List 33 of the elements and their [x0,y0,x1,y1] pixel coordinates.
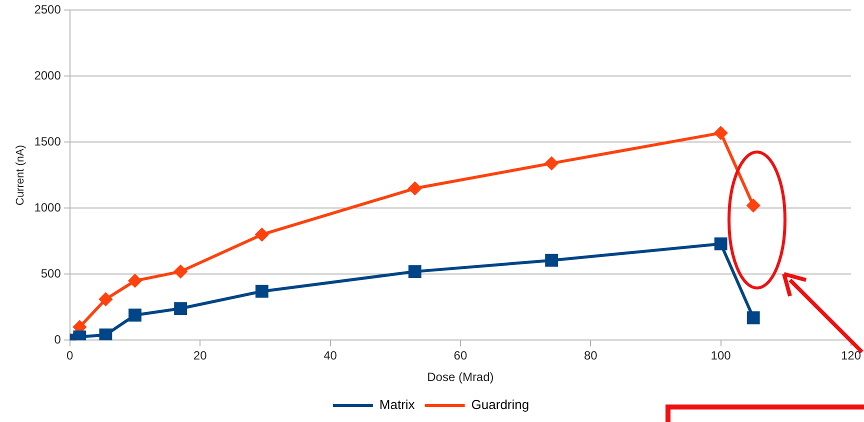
y-axis-title: Current (nA) [14,144,27,206]
legend-label: Matrix [379,397,416,412]
point [174,302,187,315]
point [174,265,188,278]
point [714,126,728,140]
point [408,182,422,195]
y-tick-label: 500 [40,266,62,281]
y-tick-label: 2000 [34,68,62,83]
point [128,308,142,322]
x-tick-label: 100 [710,348,732,363]
legend-label: Guardring [471,397,530,412]
y-tick-label: 2500 [34,2,62,17]
x-tick-label: 40 [324,348,338,363]
point [99,292,112,306]
x-tick-label: 20 [193,348,208,363]
point [128,274,142,288]
x-tick-label: 80 [584,348,598,363]
point [746,199,760,212]
point [545,254,558,267]
y-tick-label: 1000 [34,200,62,215]
point [408,265,422,278]
point [545,156,558,170]
y-tick-label: 0 [54,332,62,347]
x-tick-label: 0 [66,348,74,363]
x-axis-title: Dose (Mrad) [427,370,494,384]
point [714,237,728,250]
point [255,228,268,242]
y-tick-label: 1500 [34,134,62,149]
point [255,284,268,298]
point [99,328,112,340]
point [746,311,760,324]
x-tick-label: 120 [840,348,862,363]
x-tick-label: 60 [454,348,468,363]
